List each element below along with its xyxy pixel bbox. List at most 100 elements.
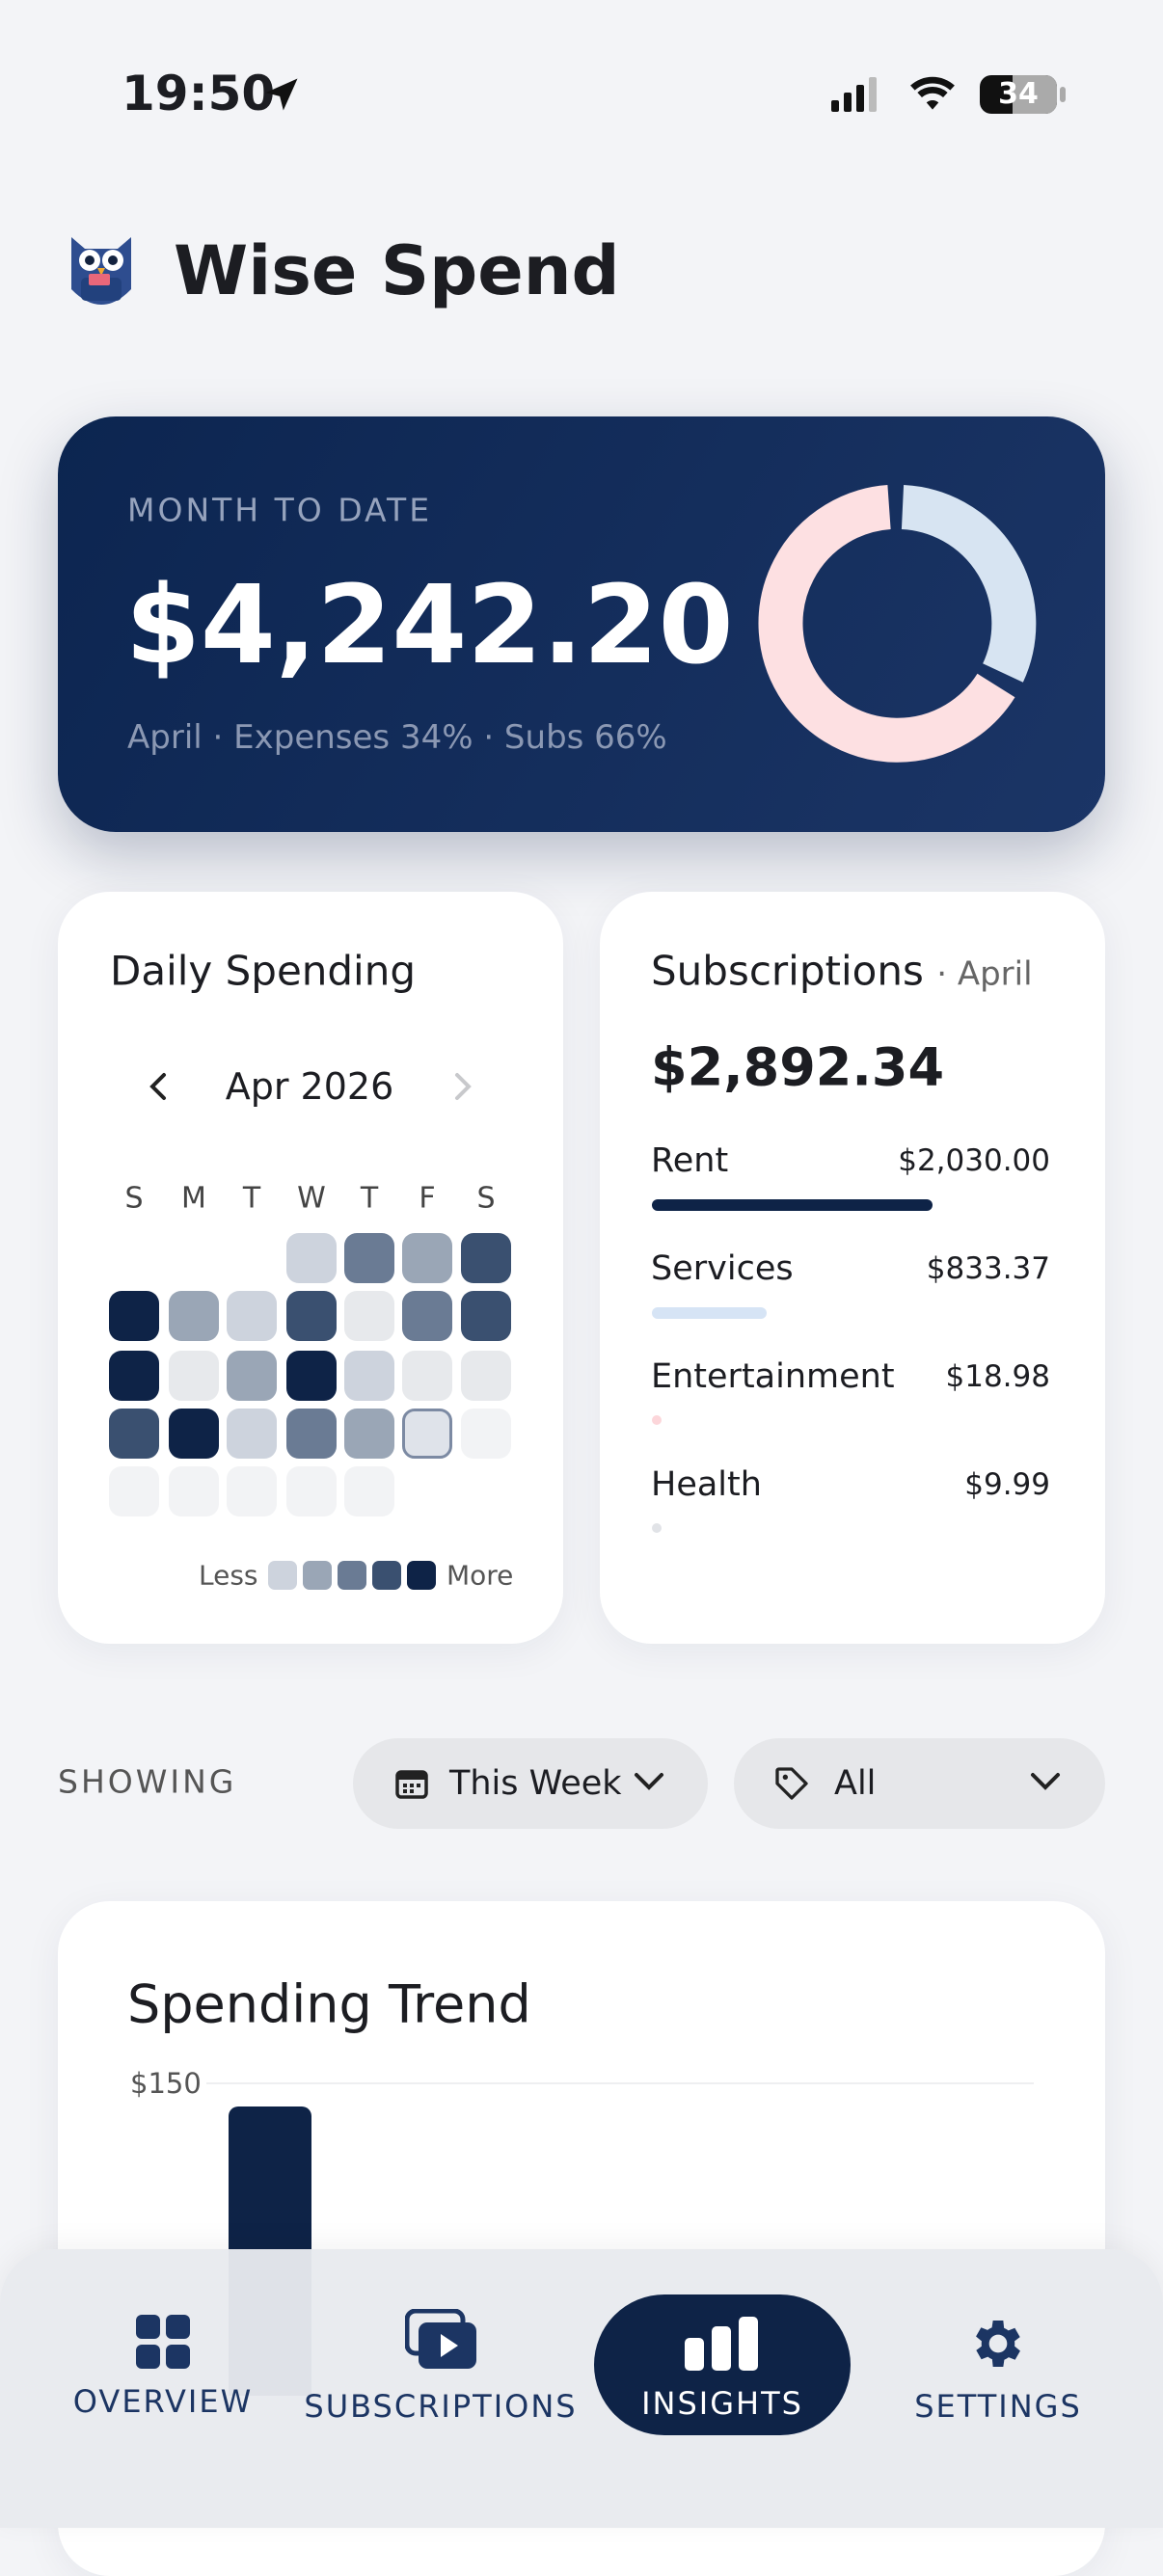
heatmap-cell — [344, 1409, 394, 1459]
heatmap-cell — [344, 1466, 394, 1516]
chevron-down — [635, 1773, 663, 1790]
weekday-label: W — [297, 1181, 326, 1216]
month-label: Apr 2026 — [225, 1065, 394, 1108]
weekday-label: T — [360, 1181, 379, 1216]
subscription-name: Health — [651, 1465, 762, 1504]
heatmap-cell — [402, 1409, 452, 1459]
heatmap-cell — [169, 1466, 219, 1516]
heatmap-cell — [402, 1291, 452, 1341]
subscription-bar — [652, 1199, 933, 1211]
status-time: 19:50 — [122, 66, 276, 121]
subscription-bar — [652, 1415, 662, 1425]
heatmap-cell — [344, 1233, 394, 1283]
settings-icon[interactable] — [967, 2313, 1029, 2375]
subscription-name: Entertainment — [651, 1357, 895, 1396]
subscription-bar — [652, 1523, 662, 1533]
subscriptions-title: Subscriptions — [651, 947, 924, 995]
next-month[interactable] — [447, 1071, 476, 1102]
insights-icon[interactable] — [685, 2317, 760, 2371]
overview-icon[interactable] — [136, 2315, 190, 2369]
legend-swatch — [268, 1561, 297, 1590]
heatmap-cell — [169, 1291, 219, 1341]
summary-donut — [758, 485, 1037, 763]
weekday-label: S — [124, 1181, 144, 1216]
heatmap-cell — [286, 1409, 337, 1459]
heatmap-cell — [344, 1351, 394, 1401]
tag-filter-label: All — [834, 1764, 877, 1803]
heatmap-cell — [402, 1351, 452, 1401]
heatmap-cell — [169, 1351, 219, 1401]
calendar-icon — [395, 1770, 428, 1799]
heatmap-cell — [169, 1409, 219, 1459]
weekday-label: F — [419, 1181, 436, 1216]
signal-icon — [831, 77, 877, 112]
heatmap-cell — [461, 1409, 511, 1459]
legend-swatch — [338, 1561, 366, 1590]
legend-swatch — [372, 1561, 401, 1590]
summary-amount: $4,242.20 — [125, 563, 734, 688]
summary-detail: April · Expenses 34% · Subs 66% — [127, 718, 667, 757]
subscriptions-title-row: Subscriptions · April — [651, 948, 1033, 995]
heatmap-cell — [461, 1351, 511, 1401]
subscription-bar — [652, 1307, 767, 1319]
donut-expenses — [758, 485, 1015, 763]
heatmap-cell — [344, 1291, 394, 1341]
legend-swatch — [407, 1561, 436, 1590]
daily-spending-title: Daily Spending — [110, 947, 417, 995]
period-filter-label: This Week — [449, 1764, 622, 1803]
tab-bar — [0, 2249, 1163, 2528]
weekday-label: T — [242, 1181, 261, 1216]
heatmap-cell — [227, 1291, 277, 1341]
subscription-name: Rent — [651, 1141, 729, 1180]
heatmap-cell — [227, 1409, 277, 1459]
heatmap-cell — [286, 1466, 337, 1516]
y-tick-label: $150 — [130, 2067, 202, 2100]
heatmap-cell — [109, 1351, 159, 1401]
filters-label: SHOWING — [58, 1762, 237, 1801]
summary-card — [58, 416, 1105, 832]
subscription-amount: $9.99 — [964, 1467, 1050, 1502]
subscriptions-period: · April — [936, 954, 1033, 994]
tab-label[interactable]: SUBSCRIPTIONS — [304, 2388, 578, 2425]
legend-swatch — [303, 1561, 332, 1590]
donut-subs — [901, 485, 1037, 683]
legend-less: Less — [199, 1559, 258, 1592]
heatmap-cell — [461, 1291, 511, 1341]
heatmap-cell — [286, 1233, 337, 1283]
period-filter[interactable]: This Week — [353, 1738, 708, 1829]
tab-label[interactable]: INSIGHTS — [641, 2385, 803, 2422]
battery: 34 — [980, 75, 1057, 114]
subscription-name: Services — [651, 1249, 794, 1288]
subscription-amount: $833.37 — [926, 1251, 1050, 1286]
tab-label[interactable]: OVERVIEW — [72, 2383, 254, 2420]
heatmap-cell — [461, 1233, 511, 1283]
battery-empty — [1013, 75, 1057, 114]
heatmap-cell — [109, 1409, 159, 1459]
heatmap-cell — [286, 1291, 337, 1341]
app-title: Wise Spend — [174, 231, 620, 310]
spending-trend-title: Spending Trend — [127, 1973, 531, 2035]
location-icon — [265, 78, 298, 111]
wifi-icon — [910, 76, 955, 110]
legend-more: More — [446, 1559, 514, 1592]
subscriptions-icon[interactable] — [405, 2309, 478, 2371]
summary-label: MONTH TO DATE — [127, 491, 433, 529]
app-logo — [71, 237, 131, 305]
subscriptions-total: $2,892.34 — [651, 1036, 945, 1098]
subscription-amount: $2,030.00 — [898, 1143, 1050, 1178]
subscriptions-card — [600, 892, 1105, 1644]
subscription-amount: $18.98 — [945, 1359, 1050, 1394]
tab-label[interactable]: SETTINGS — [914, 2388, 1082, 2425]
weekday-label: S — [476, 1181, 496, 1216]
heatmap-cell — [109, 1291, 159, 1341]
tag-icon — [775, 1767, 808, 1800]
heatmap-cell — [402, 1233, 452, 1283]
tag-filter[interactable]: All — [734, 1738, 1105, 1829]
prev-month[interactable] — [145, 1071, 174, 1102]
weekday-label: M — [181, 1181, 206, 1216]
battery-level: 34 — [998, 77, 1039, 111]
heatmap-cell — [109, 1466, 159, 1516]
grid-line — [206, 2082, 1034, 2084]
